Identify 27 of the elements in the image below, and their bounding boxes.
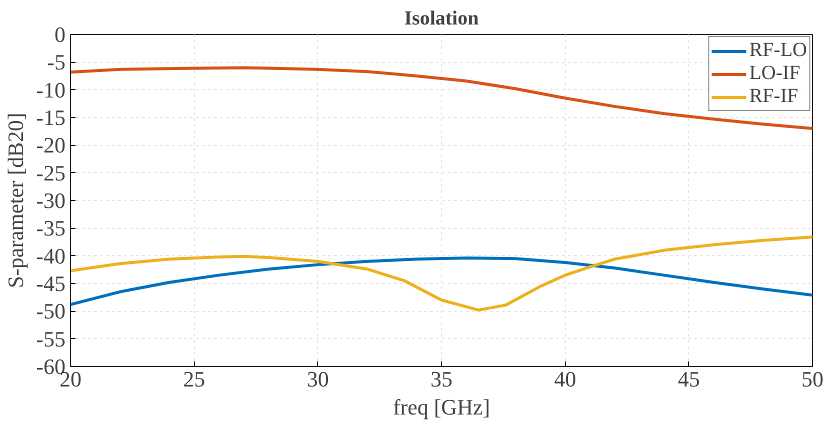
y-tick-label: -20: [36, 132, 66, 158]
y-tick-label: 0: [54, 22, 66, 47]
y-tick-label: -50: [36, 298, 66, 324]
x-tick-label: 45: [678, 366, 700, 392]
y-tick-label: -5: [47, 50, 66, 75]
x-axis-title: freq [GHz]: [392, 394, 490, 420]
x-tick-label: 25: [183, 366, 206, 392]
legend-label: RF-IF: [749, 85, 798, 108]
x-tick-label: 40: [554, 366, 576, 392]
line-series: [70, 256, 812, 306]
y-tick-label: -35: [36, 216, 66, 241]
y-tick-label: -55: [36, 326, 66, 352]
line-series: [70, 66, 812, 130]
legend-label: LO-IF: [749, 62, 800, 85]
y-tick-label: -25: [36, 160, 66, 186]
y-tick-label: -40: [36, 243, 66, 268]
x-tick-label: 50: [802, 366, 824, 392]
y-axis-title: S-parameter [dB20]: [3, 112, 28, 288]
line-series: [70, 236, 812, 312]
y-tick-label: -15: [36, 105, 66, 130]
y-tick-label: -10: [36, 77, 66, 102]
x-tick-label: 30: [306, 366, 329, 392]
x-tick-label: 35: [430, 366, 452, 392]
legend-label: RF-LO: [749, 39, 807, 62]
y-tick-label: -30: [36, 188, 66, 213]
chart-title: Isolation: [404, 8, 479, 30]
y-tick-label: -45: [36, 271, 66, 296]
